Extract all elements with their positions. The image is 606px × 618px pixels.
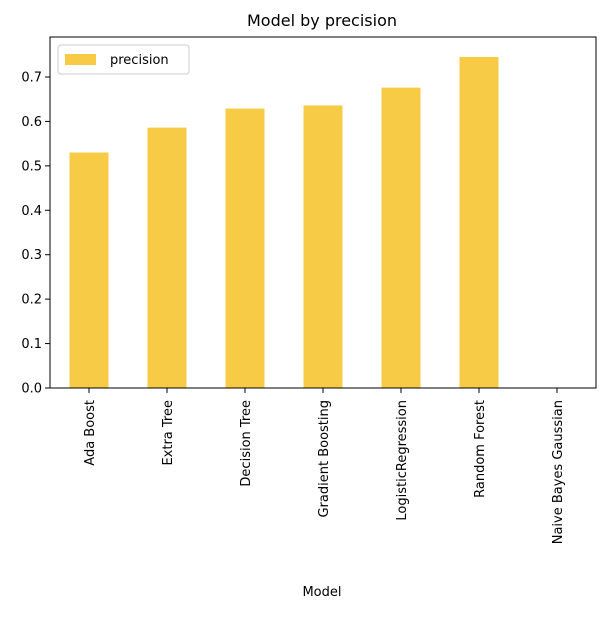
bars-group [69, 56, 499, 389]
x-axis: Ada Boost Extra Tree Decision Tree Gradient… [83, 388, 566, 544]
y-tick-label: 0.6 [21, 115, 42, 130]
legend-label-precision: precision [110, 53, 169, 68]
x-tick-label: Gradient Boosting [317, 400, 332, 518]
bar-decision-tree [225, 108, 265, 389]
x-tick-label: LogisticRegression [395, 400, 410, 521]
bar-ada-boost [69, 152, 109, 388]
y-tick-label: 0.1 [21, 337, 42, 352]
bar-gradient-boosting [303, 105, 343, 388]
legend: precision [57, 44, 190, 75]
y-tick-label: 0.4 [21, 204, 42, 219]
chart-title: Model by precision [247, 11, 397, 30]
plot-frame [49, 36, 597, 389]
x-tick-label: Decision Tree [239, 400, 254, 487]
y-tick-label: 0.2 [21, 293, 42, 308]
x-tick-label: Ada Boost [83, 400, 98, 466]
x-tick-label: Naive Bayes Gaussian [551, 400, 566, 544]
y-tick-label: 0.5 [21, 159, 42, 174]
bar-logisticregression [381, 87, 421, 388]
y-axis: 0.0 0.1 0.2 0.3 0.4 0.5 0.6 0.7 [21, 70, 50, 397]
x-tick-label: Extra Tree [161, 400, 176, 466]
legend-box [57, 44, 190, 75]
x-tick-label: Random Forest [473, 400, 488, 498]
y-tick-label: 0.3 [21, 248, 42, 263]
x-axis-label: Model [302, 585, 341, 600]
bar-extra-tree [147, 127, 187, 389]
y-tick-label: 0.0 [21, 382, 42, 397]
legend-swatch [65, 54, 96, 65]
bar-random-forest [459, 56, 499, 388]
y-tick-label: 0.7 [21, 70, 42, 85]
